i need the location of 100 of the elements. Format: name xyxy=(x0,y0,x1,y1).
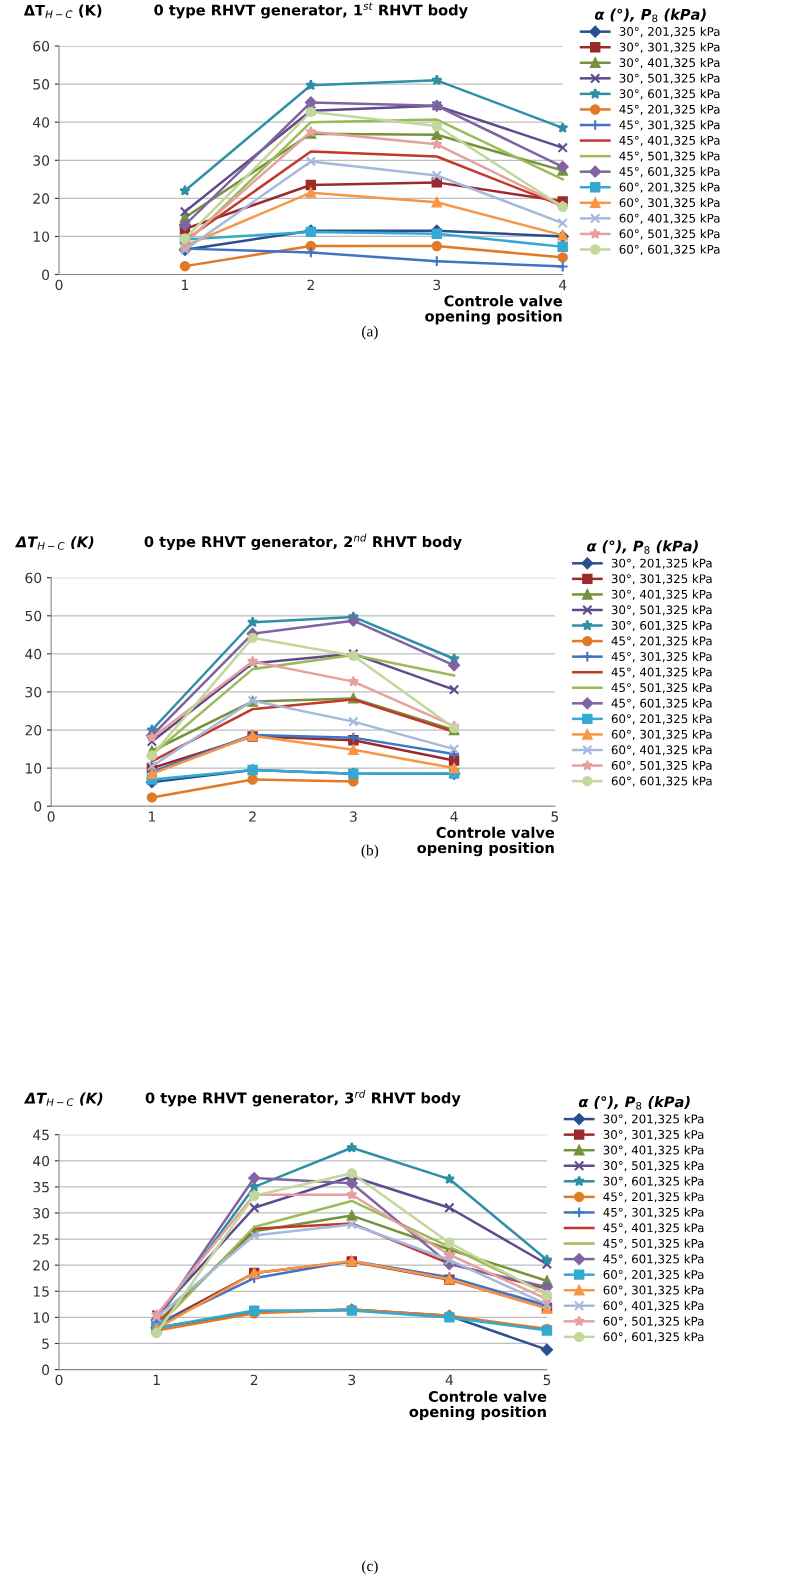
legend-label: 45°, 601,325 kPa xyxy=(619,166,720,178)
y-tick-label: 0 xyxy=(42,1364,50,1376)
x-tick-label: 4 xyxy=(558,279,567,290)
legend-label: 60°, 301,325 kPa xyxy=(611,729,712,740)
y-tick-label: 30 xyxy=(33,155,50,166)
y-tick-label: 25 xyxy=(33,1234,49,1245)
y-tick-label: 60 xyxy=(25,572,42,584)
legend-label: 60°, 501,325 kPa xyxy=(611,760,712,772)
y-tick-label: 40 xyxy=(33,117,50,128)
y-tick-label: 35 xyxy=(33,1181,49,1193)
y-tick-label: 20 xyxy=(33,1260,50,1271)
legend-label: 30°, 501,325 kPa xyxy=(611,605,712,616)
x-tick-label: 2 xyxy=(249,811,256,822)
y-tick-label: 10 xyxy=(25,763,42,774)
legend-title: α (°), P$_{8}$ (kPa) xyxy=(594,8,706,23)
y-tick-label: 20 xyxy=(33,193,50,204)
legend-label: 60°, 401,325 kPa xyxy=(611,745,712,756)
y-tick-label: 40 xyxy=(33,1155,50,1167)
y-tick-label: 20 xyxy=(25,724,42,736)
legend-label: 45°, 301,325 kPa xyxy=(611,651,712,663)
x-tick-label: 0 xyxy=(55,279,63,291)
x-tick-label: 3 xyxy=(348,1374,356,1386)
legend-label: 60°, 601,325 kPa xyxy=(611,776,712,787)
legend-label: 30°, 401,325 kPa xyxy=(619,57,720,69)
legend-label: 45°, 401,325 kPa xyxy=(603,1223,704,1234)
x-tick-label: 0 xyxy=(55,1374,63,1386)
legend-label: 30°, 301,325 kPa xyxy=(619,42,720,53)
legend-label: 60°, 301,325 kPa xyxy=(619,197,720,209)
legend-title: α (°), P$_{8}$ (kPa) xyxy=(578,1095,690,1110)
y-axis-title: ΔT$_{H−C}$ (K) xyxy=(23,1092,103,1107)
legend-label: 60°, 501,325 kPa xyxy=(619,229,720,240)
legend-label: 45°, 401,325 kPa xyxy=(611,667,712,678)
x-tick-label: 3 xyxy=(433,279,441,291)
x-tick-label: 1 xyxy=(149,811,156,822)
legend-label: 45°, 201,325 kPa xyxy=(619,104,720,115)
legend-label: 45°, 501,325 kPa xyxy=(603,1238,704,1250)
text: (c) xyxy=(362,1560,378,1575)
y-tick-label: 50 xyxy=(25,610,42,622)
x-tick-label: 1 xyxy=(153,1374,160,1385)
legend-label: 30°, 401,325 kPa xyxy=(611,589,712,600)
x-tick-label: 1 xyxy=(182,279,189,290)
text: (a) xyxy=(362,325,378,340)
x-tick-label: 5 xyxy=(551,811,559,822)
y-tick-label: 0 xyxy=(42,269,50,281)
legend-label: 30°, 201,325 kPa xyxy=(619,26,720,38)
y-tick-label: 0 xyxy=(34,801,42,812)
x-tick-label: 4 xyxy=(445,1374,454,1385)
y-tick-label: 5 xyxy=(42,1338,49,1349)
legend-label: 30°, 401,325 kPa xyxy=(603,1145,704,1156)
legend-label: 30°, 301,325 kPa xyxy=(611,574,712,585)
legend-label: 60°, 201,325 kPa xyxy=(611,714,712,725)
legend-label: 30°, 601,325 kPa xyxy=(603,1176,704,1187)
y-axis-title: ΔT$_{H−C}$ (K) xyxy=(14,536,94,550)
legend-label: 45°, 301,325 kPa xyxy=(619,120,720,131)
legend-label: 30°, 201,325 kPa xyxy=(611,558,712,569)
legend-label: 60°, 301,325 kPa xyxy=(603,1285,704,1296)
legend-label: 30°, 501,325 kPa xyxy=(603,1160,704,1172)
x-tick-label: 2 xyxy=(250,1374,258,1385)
legend-label: 45°, 601,325 kPa xyxy=(611,698,712,709)
x-axis-title: Controle valve opening position xyxy=(417,826,555,857)
y-tick-label: 40 xyxy=(25,648,42,660)
y-tick-label: 50 xyxy=(33,79,50,90)
legend-label: 45°, 301,325 kPa xyxy=(603,1207,704,1218)
legend-label: 60°, 401,325 kPa xyxy=(619,213,720,224)
chart-title: 0 type RHVT generator, 1$^{st}$ RHVT body xyxy=(154,2,468,19)
legend-title: α (°), P$_{8}$ (kPa) xyxy=(587,540,698,554)
x-tick-label: 4 xyxy=(450,811,458,822)
y-tick-label: 15 xyxy=(33,1286,49,1297)
legend-label: 60°, 401,325 kPa xyxy=(603,1300,704,1312)
legend-label: 60°, 601,325 kPa xyxy=(619,244,720,255)
legend-label: 60°, 601,325 kPa xyxy=(603,1332,704,1343)
chart-title: 0 type RHVT generator, 3$^{rd}$ RHVT body xyxy=(145,1089,461,1107)
y-tick-label: 10 xyxy=(33,231,50,242)
x-axis-title: Controle valve opening position xyxy=(425,295,562,325)
legend-label: 60°, 501,325 kPa xyxy=(603,1316,704,1327)
y-tick-label: 30 xyxy=(25,686,42,698)
legend-label: 60°, 201,325 kPa xyxy=(603,1269,704,1281)
chart-title: 0 type RHVT generator, 2$^{nd}$ RHVT body xyxy=(144,533,462,551)
y-tick-label: 60 xyxy=(33,40,50,52)
x-tick-label: 2 xyxy=(307,279,314,290)
legend-label: 30°, 601,325 kPa xyxy=(619,89,720,100)
y-tick-label: 30 xyxy=(33,1207,50,1219)
legend-label: 30°, 601,325 kPa xyxy=(611,620,712,632)
y-tick-label: 10 xyxy=(33,1312,50,1323)
legend-label: 45°, 201,325 kPa xyxy=(603,1192,704,1203)
legend-label: 45°, 401,325 kPa xyxy=(619,135,720,147)
text: (b) xyxy=(361,844,379,859)
y-tick-label: 45 xyxy=(33,1129,49,1141)
legend-label: 45°, 501,325 kPa xyxy=(619,151,720,162)
legend-label: 30°, 301,325 kPa xyxy=(603,1129,704,1141)
legend-label: 45°, 201,325 kPa xyxy=(611,636,712,647)
legend-label: 60°, 201,325 kPa xyxy=(619,182,720,193)
x-tick-label: 3 xyxy=(350,811,357,822)
x-tick-label: 5 xyxy=(543,1374,551,1386)
x-axis-title: Controle valve opening position xyxy=(409,1390,547,1421)
legend-label: 30°, 501,325 kPa xyxy=(619,73,720,84)
legend-label: 45°, 501,325 kPa xyxy=(611,682,712,694)
y-axis-title: ΔT$_{H−C}$ (K) xyxy=(23,4,102,19)
legend-label: 30°, 201,325 kPa xyxy=(603,1114,704,1125)
legend-label: 45°, 601,325 kPa xyxy=(603,1254,704,1265)
